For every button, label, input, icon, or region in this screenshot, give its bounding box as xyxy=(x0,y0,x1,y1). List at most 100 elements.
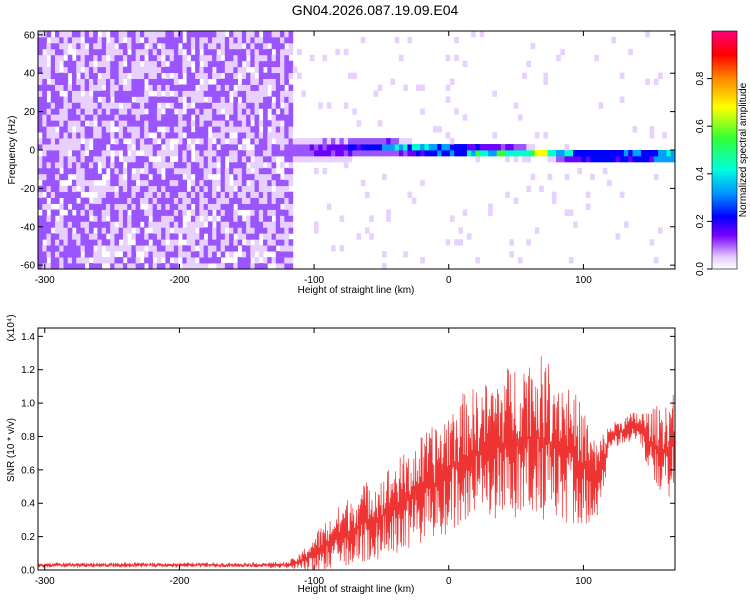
spectrogram-cell xyxy=(263,245,268,252)
spectrogram-cell xyxy=(551,150,557,157)
spectrogram-cell xyxy=(246,42,251,50)
spectrogram-cell xyxy=(38,167,43,175)
spectrogram-cell xyxy=(80,221,86,228)
spectrogram-cell xyxy=(101,72,107,79)
spectrogram-cell xyxy=(275,72,281,79)
spectrogram-cell xyxy=(135,126,141,133)
spectrogram-cell xyxy=(207,221,213,228)
spectrogram-cell xyxy=(135,36,141,44)
spectrogram-cell xyxy=(71,161,77,169)
spectrogram-cell xyxy=(148,179,154,187)
spectrogram-cell xyxy=(131,102,137,109)
spectrogram-cell xyxy=(288,251,294,258)
spectrogram-cell xyxy=(301,90,306,97)
spectrogram-cell xyxy=(105,126,111,133)
snr-x-tick-label: 0 xyxy=(446,576,452,587)
spectrogram-cell xyxy=(71,203,77,210)
spectrogram-cell xyxy=(131,221,137,228)
colorbar-gradient xyxy=(711,30,738,270)
spectrogram-cell xyxy=(161,239,166,246)
spectrogram-cell xyxy=(93,263,98,269)
spectrogram-cell xyxy=(46,144,52,151)
spectrogram-cell xyxy=(203,126,209,133)
spectrogram-cell xyxy=(216,102,222,109)
spectrogram-cell xyxy=(390,78,396,85)
spectrogram-cell xyxy=(632,126,638,133)
spectrogram-cell xyxy=(220,114,226,121)
spectrogram-cell xyxy=(182,90,188,97)
spectrogram-cell xyxy=(152,227,158,234)
spectrogram-cell xyxy=(199,36,205,44)
spectrogram-cell xyxy=(237,138,243,145)
spectrogram-cell xyxy=(258,48,264,56)
spectrogram-cell xyxy=(122,144,128,151)
spectrogram-cell xyxy=(165,120,171,127)
spectrogram-cell xyxy=(186,78,192,85)
spectrogram-cell xyxy=(258,221,264,228)
spectrogram-cell xyxy=(203,60,209,68)
spectrogram-cell xyxy=(449,150,455,157)
spectrogram-cell xyxy=(254,239,260,246)
spectrogram-cell xyxy=(573,150,578,157)
spectrogram-cell xyxy=(114,215,120,222)
spectrogram-cell xyxy=(280,96,285,103)
spectrogram-x-axis-label: Height of straight line (km) xyxy=(298,285,415,296)
spectrogram-cell xyxy=(590,150,595,157)
spectrogram-cell xyxy=(148,233,154,240)
spectrogram-cell xyxy=(148,54,154,62)
spectrogram-cell xyxy=(38,161,43,169)
spectrogram-cell xyxy=(292,66,298,74)
spectrogram-cell xyxy=(543,72,548,79)
spectrogram-cell xyxy=(122,167,128,175)
spectrogram-cell xyxy=(88,245,94,252)
spectrogram-cell xyxy=(254,185,260,193)
spectrogram-cell xyxy=(152,126,158,133)
spectrogram-cell xyxy=(97,138,103,145)
spectrogram-cell xyxy=(50,197,56,204)
spectrogram-cell xyxy=(38,102,43,109)
spectrogram-cell xyxy=(280,84,285,91)
spectrogram-cell xyxy=(63,126,69,133)
spectrogram-cell xyxy=(38,42,43,50)
spectrogram-cell xyxy=(615,150,621,157)
spectrogram-cell xyxy=(110,54,115,62)
spectrogram-cell xyxy=(224,191,230,198)
spectrogram-cell xyxy=(144,66,149,74)
spectrogram-cell xyxy=(63,215,69,222)
spectrogram-cell xyxy=(101,161,107,169)
spectrogram-cell xyxy=(42,203,47,210)
spectrogram-cell xyxy=(63,36,69,44)
spectrogram-cell xyxy=(271,54,277,62)
spectrogram-cell xyxy=(131,108,137,115)
spectrogram-cell xyxy=(216,108,222,115)
spectrogram-cell xyxy=(88,120,94,127)
spectrogram-cell xyxy=(114,155,120,163)
spectrogram-cell xyxy=(59,48,64,56)
spectrogram-cell xyxy=(105,90,111,97)
spectrogram-cell xyxy=(199,66,205,74)
spectrogram-cell xyxy=(59,173,64,181)
spectrogram-cell xyxy=(195,102,200,109)
spectrogram-cell xyxy=(322,144,328,151)
spectrogram-cell xyxy=(246,251,251,258)
spectrogram-cell xyxy=(156,239,162,246)
spectrogram-cell xyxy=(135,96,141,103)
spectrogram-cell xyxy=(254,209,260,216)
spectrogram-cell xyxy=(203,108,209,115)
spectrogram-cell xyxy=(76,54,81,62)
spectrogram-cell xyxy=(169,120,175,127)
spectrogram-cell xyxy=(263,155,268,163)
spectrogram-cell xyxy=(156,233,162,240)
spectrogram-cell xyxy=(250,138,255,145)
spectrogram-cell xyxy=(76,167,81,175)
spectrogram-cell xyxy=(93,161,98,169)
spectrogram-cell xyxy=(169,173,175,181)
spectrogram-cell xyxy=(88,150,94,157)
spectrogram-cell xyxy=(386,144,391,151)
spectrogram-cell xyxy=(250,197,255,204)
spectrogram-cell xyxy=(139,191,145,198)
spectrogram-cell xyxy=(105,66,111,74)
spectrogram-cell xyxy=(135,167,141,175)
spectrogram-cell xyxy=(339,144,345,151)
spectrogram-cell xyxy=(54,257,60,264)
